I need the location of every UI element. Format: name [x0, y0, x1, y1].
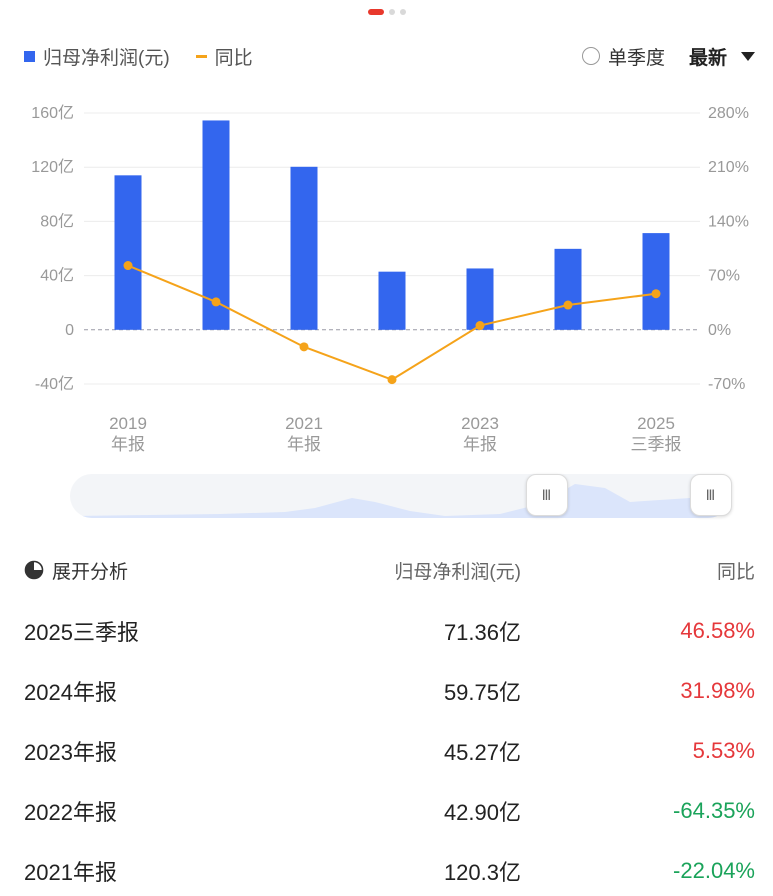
y-left-tick-label: 80亿 — [40, 212, 74, 230]
single-quarter-label[interactable]: 单季度 — [607, 47, 665, 69]
table-header: 展开分析 归母净利润(元) 同比 — [24, 554, 755, 586]
row-yoy: 46.58% — [680, 618, 755, 643]
expand-analysis-link[interactable]: 展开分析 — [52, 561, 129, 583]
table-row[interactable]: 2024年报 59.75亿 31.98% — [24, 671, 755, 711]
y-right-tick-label: 280% — [708, 105, 749, 122]
row-yoy: -64.35% — [673, 798, 755, 823]
chart-bar — [290, 166, 318, 330]
chart-bar — [466, 268, 494, 330]
row-period: 2022年报 — [24, 800, 117, 825]
row-period: 2023年报 — [24, 740, 117, 765]
y-left-tick-label: 0 — [65, 322, 74, 339]
row-yoy: -22.04% — [673, 858, 755, 883]
x-tick-kind: 年报 — [111, 435, 145, 454]
row-value: 59.75亿 — [443, 680, 521, 705]
y-right-tick-label: -70% — [708, 376, 745, 393]
column-header-net-profit: 归母净利润(元) — [394, 561, 521, 583]
y-right-tick-label: 0% — [708, 322, 731, 339]
y-left-tick-label: 40亿 — [40, 267, 74, 285]
y-right-tick-label: 140% — [708, 213, 749, 230]
caret-down-icon[interactable] — [741, 51, 755, 61]
profit-chart: 160亿 280% 120亿 210% 80亿 140% 40亿 70% 0 0% -40亿 -70%… — [31, 104, 749, 454]
y-left-tick-label: -40亿 — [35, 375, 74, 393]
row-value: 71.36亿 — [443, 620, 521, 645]
yoy-point — [123, 261, 133, 271]
line-swatch-icon — [195, 54, 207, 58]
row-value: 120.3亿 — [443, 860, 521, 885]
table-row[interactable]: 2022年报 42.90亿 -64.35% — [24, 791, 755, 831]
x-tick-year: 2019 — [109, 414, 147, 433]
x-tick-year: 2021 — [285, 414, 323, 433]
chart-legend-bar: 归母净利润(元) 同比 单季度 最新 — [24, 40, 755, 72]
page-dot-active — [367, 9, 384, 15]
column-header-yoy: 同比 — [716, 561, 755, 583]
row-period: 2021年报 — [24, 860, 117, 885]
range-slider[interactable] — [70, 474, 730, 518]
bar-swatch-icon — [24, 50, 35, 62]
y-right-tick-label: 70% — [708, 268, 740, 285]
single-quarter-radio[interactable] — [581, 47, 600, 65]
table-row[interactable]: 2025三季报 71.36亿 46.58% — [24, 611, 755, 651]
pie-chart-icon — [24, 560, 44, 580]
legend-yoy-label: 同比 — [214, 47, 253, 69]
slider-left-handle[interactable]: Ⅲ — [526, 474, 568, 516]
row-period: 2025三季报 — [24, 620, 139, 645]
yoy-point — [299, 342, 309, 352]
x-tick-kind: 三季报 — [631, 435, 682, 454]
yoy-point — [387, 375, 397, 385]
page-dot — [399, 9, 406, 15]
y-left-tick-label: 160亿 — [31, 104, 74, 122]
chart-bar — [114, 175, 142, 330]
x-tick-year: 2023 — [461, 414, 499, 433]
yoy-point — [651, 289, 661, 299]
y-left-tick-label: 120亿 — [31, 158, 74, 176]
row-yoy: 5.53% — [692, 738, 755, 763]
row-value: 45.27亿 — [443, 740, 521, 765]
legend-net-profit[interactable]: 归母净利润(元) — [24, 43, 170, 70]
legend-yoy[interactable]: 同比 — [195, 43, 253, 70]
page-indicator — [0, 9, 773, 15]
slider-preview — [70, 484, 730, 518]
legend-net-profit-label: 归母净利润(元) — [43, 47, 170, 69]
slider-right-handle[interactable]: Ⅲ — [690, 474, 732, 516]
table-row[interactable]: 2021年报 120.3亿 -22.04% — [24, 851, 755, 891]
x-tick-kind: 年报 — [287, 435, 321, 454]
row-yoy: 31.98% — [680, 678, 755, 703]
yoy-point — [211, 297, 221, 307]
chart-bar — [202, 120, 230, 330]
yoy-point — [475, 321, 485, 331]
x-tick-kind: 年报 — [463, 435, 497, 454]
period-select[interactable]: 最新 — [688, 47, 727, 69]
table-row[interactable]: 2023年报 45.27亿 5.53% — [24, 731, 755, 771]
chart-bar — [554, 248, 582, 330]
y-right-tick-label: 210% — [708, 159, 749, 176]
chart-bar — [642, 233, 670, 330]
x-tick-year: 2025 — [637, 414, 675, 433]
chart-bar — [378, 271, 406, 330]
row-period: 2024年报 — [24, 680, 117, 705]
yoy-point — [563, 300, 573, 310]
page-dot — [388, 9, 395, 15]
row-value: 42.90亿 — [443, 800, 521, 825]
